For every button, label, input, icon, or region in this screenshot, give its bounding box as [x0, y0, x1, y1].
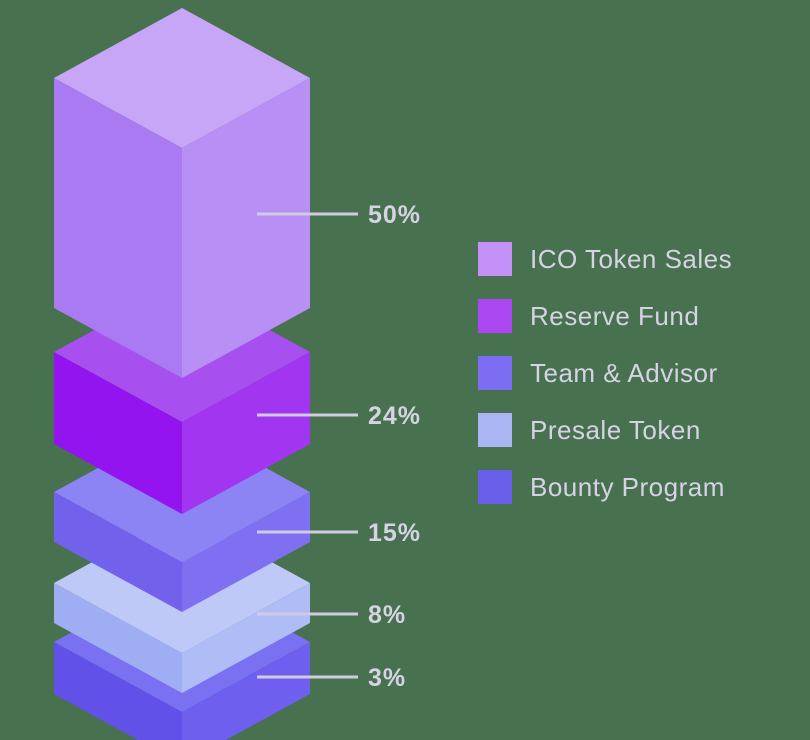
- pct-label-50: 50%: [368, 201, 421, 229]
- pct-label-3: 3%: [368, 664, 406, 692]
- legend-item-bounty-program: Bounty Program: [478, 470, 732, 504]
- block-ico-token-sales: [54, 8, 310, 378]
- team-advisor-left-face: [54, 492, 182, 612]
- team-advisor-swatch-icon: [478, 356, 512, 390]
- pct-label-24: 24%: [368, 402, 421, 430]
- legend-item-reserve-fund: Reserve Fund: [478, 299, 732, 333]
- reserve-fund-left-face: [54, 352, 182, 514]
- pct-label-15: 15%: [368, 519, 421, 547]
- presale-token-right-face: [182, 583, 310, 693]
- legend-label: Reserve Fund: [530, 300, 700, 331]
- reserve-fund-swatch-icon: [478, 299, 512, 333]
- legend: ICO Token Sales Reserve Fund Team & Advi…: [478, 242, 732, 504]
- legend-label: Bounty Program: [530, 471, 725, 502]
- team-advisor-right-face: [182, 492, 310, 612]
- legend-item-ico-token-sales: ICO Token Sales: [478, 242, 732, 276]
- legend-item-presale-token: Presale Token: [478, 413, 732, 447]
- ico-token-sales-right-face: [182, 78, 310, 378]
- legend-label: ICO Token Sales: [530, 243, 733, 274]
- bounty-program-left-face: [54, 642, 182, 740]
- bounty-program-right-face: [182, 642, 310, 740]
- legend-label: Team & Advisor: [530, 357, 718, 388]
- legend-label: Presale Token: [530, 414, 701, 445]
- reserve-fund-right-face: [182, 352, 310, 514]
- ico-token-sales-swatch-icon: [478, 242, 512, 276]
- presale-token-swatch-icon: [478, 413, 512, 447]
- pct-label-8: 8%: [368, 601, 406, 629]
- ico-token-sales-left-face: [54, 78, 182, 378]
- legend-item-team-advisor: Team & Advisor: [478, 356, 732, 390]
- bounty-program-swatch-icon: [478, 470, 512, 504]
- presale-token-left-face: [54, 583, 182, 693]
